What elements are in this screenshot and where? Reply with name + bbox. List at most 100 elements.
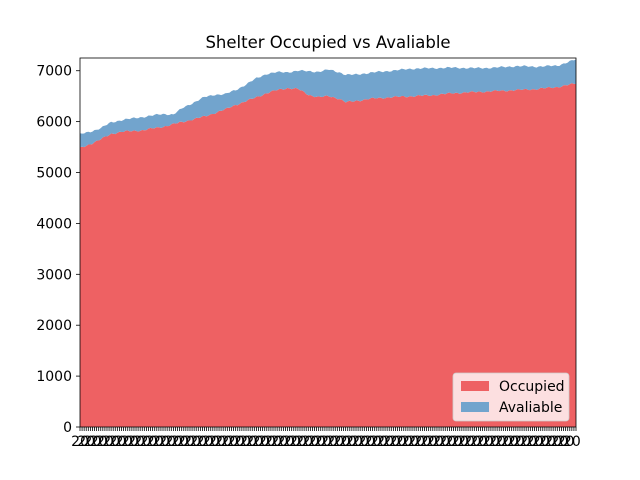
x-tick-label: 20 [364,434,382,450]
x-tick-label: 20 [563,434,581,450]
x-tick-label: 20 [289,434,307,450]
x-tick-label: 20 [426,434,444,450]
x-tick-label: 20 [370,434,388,450]
x-tick-label: 20 [507,434,525,450]
x-tick-label: 20 [320,434,338,450]
x-tick-label: 20 [457,434,475,450]
x-tick-label: 20 [308,434,326,450]
x-tick-label: 20 [152,434,170,450]
x-tick-label: 20 [90,434,108,450]
x-tick-label: 20 [389,434,407,450]
x-tick-label: 20 [208,434,226,450]
x-tick-label: 20 [494,434,512,450]
x-tick-label: 20 [84,434,102,450]
x-tick-label: 20 [270,434,288,450]
x-tick-label: 20 [401,434,419,450]
x-tick-label: 20 [532,434,550,450]
x-tick-label: 20 [102,434,120,450]
x-tick-label: 20 [158,434,176,450]
x-tick-label: 20 [245,434,263,450]
x-tick-label: 20 [77,434,95,450]
x-tick-label: 20 [519,434,537,450]
x-tick-label: 20 [420,434,438,450]
x-tick-label: 20 [470,434,488,450]
x-tick-label: 20 [339,434,357,450]
x-tick-label: 20 [482,434,500,450]
x-tick-label: 20 [121,434,139,450]
x-tick-label: 20 [476,434,494,450]
x-tick-label: 20 [133,434,151,450]
x-tick-label: 20 [301,434,319,450]
legend-swatch-avaliable [461,402,489,412]
x-tick-label: 20 [351,434,369,450]
legend-label-occupied: Occupied [499,379,565,395]
y-tick-label: 5000 [36,166,72,182]
x-tick-label: 20 [140,434,158,450]
x-tick-label: 20 [283,434,301,450]
x-tick-label: 20 [277,434,295,450]
y-tick-label: 2000 [36,318,72,334]
x-tick-label: 20 [202,434,220,450]
x-tick-label: 20 [258,434,276,450]
x-tick-label: 20 [189,434,207,450]
x-tick-label: 20 [71,434,89,450]
x-tick-label: 20 [214,434,232,450]
x-tick-label: 20 [108,434,126,450]
x-tick-label: 20 [432,434,450,450]
x-tick-label: 20 [345,434,363,450]
x-tick-label: 20 [295,434,313,450]
x-tick-label: 20 [233,434,251,450]
chart-title: Shelter Occupied vs Avaliable [205,33,450,52]
y-tick-label: 3000 [36,267,72,283]
x-tick-label: 20 [264,434,282,450]
x-tick-label: 20 [376,434,394,450]
legend-label-avaliable: Avaliable [499,400,562,416]
x-tick-label: 20 [333,434,351,450]
y-tick-label: 4000 [36,216,72,232]
axes-frame [79,57,577,428]
x-tick-label: 20 [239,434,257,450]
series-area-avaliable [80,59,576,148]
legend: Occupied Avaliable [452,372,570,422]
x-tick-label: 20 [488,434,506,450]
x-tick-label: 20 [395,434,413,450]
x-tick-label: 20 [221,434,239,450]
x-tick-label: 20 [513,434,531,450]
legend-swatch-occupied [461,381,489,391]
x-tick-label: 20 [414,434,432,450]
x-tick-label: 20 [314,434,332,450]
x-tick-label: 20 [146,434,164,450]
x-tick-label: 20 [127,434,145,450]
x-tick-label: 20 [96,434,114,450]
x-tick-label: 20 [227,434,245,450]
x-tick-label: 20 [407,434,425,450]
x-tick-label: 20 [526,434,544,450]
x-tick-label: 20 [164,434,182,450]
axes: 0100020003000400050006000700020202020202… [36,57,581,450]
x-tick-label: 20 [451,434,469,450]
y-tick-label: 0 [63,420,72,436]
x-tick-label: 20 [438,434,456,450]
x-tick-label: 20 [463,434,481,450]
x-tick-label: 20 [357,434,375,450]
x-tick-label: 20 [177,434,195,450]
x-tick-label: 20 [501,434,519,450]
x-tick-label: 20 [196,434,214,450]
x-tick-label: 20 [183,434,201,450]
x-tick-label: 20 [326,434,344,450]
x-tick-label: 20 [445,434,463,450]
x-tick-label: 20 [550,434,568,450]
x-tick-label: 20 [171,434,189,450]
plot-area [80,59,576,428]
x-tick-label: 20 [252,434,270,450]
x-tick-label: 20 [115,434,133,450]
series-area-occupied [80,83,576,428]
y-tick-label: 6000 [36,115,72,131]
y-tick-label: 1000 [36,369,72,385]
x-tick-label: 20 [544,434,562,450]
x-tick-label: 20 [557,434,575,450]
y-tick-label: 7000 [36,64,72,80]
x-tick-label: 20 [538,434,556,450]
